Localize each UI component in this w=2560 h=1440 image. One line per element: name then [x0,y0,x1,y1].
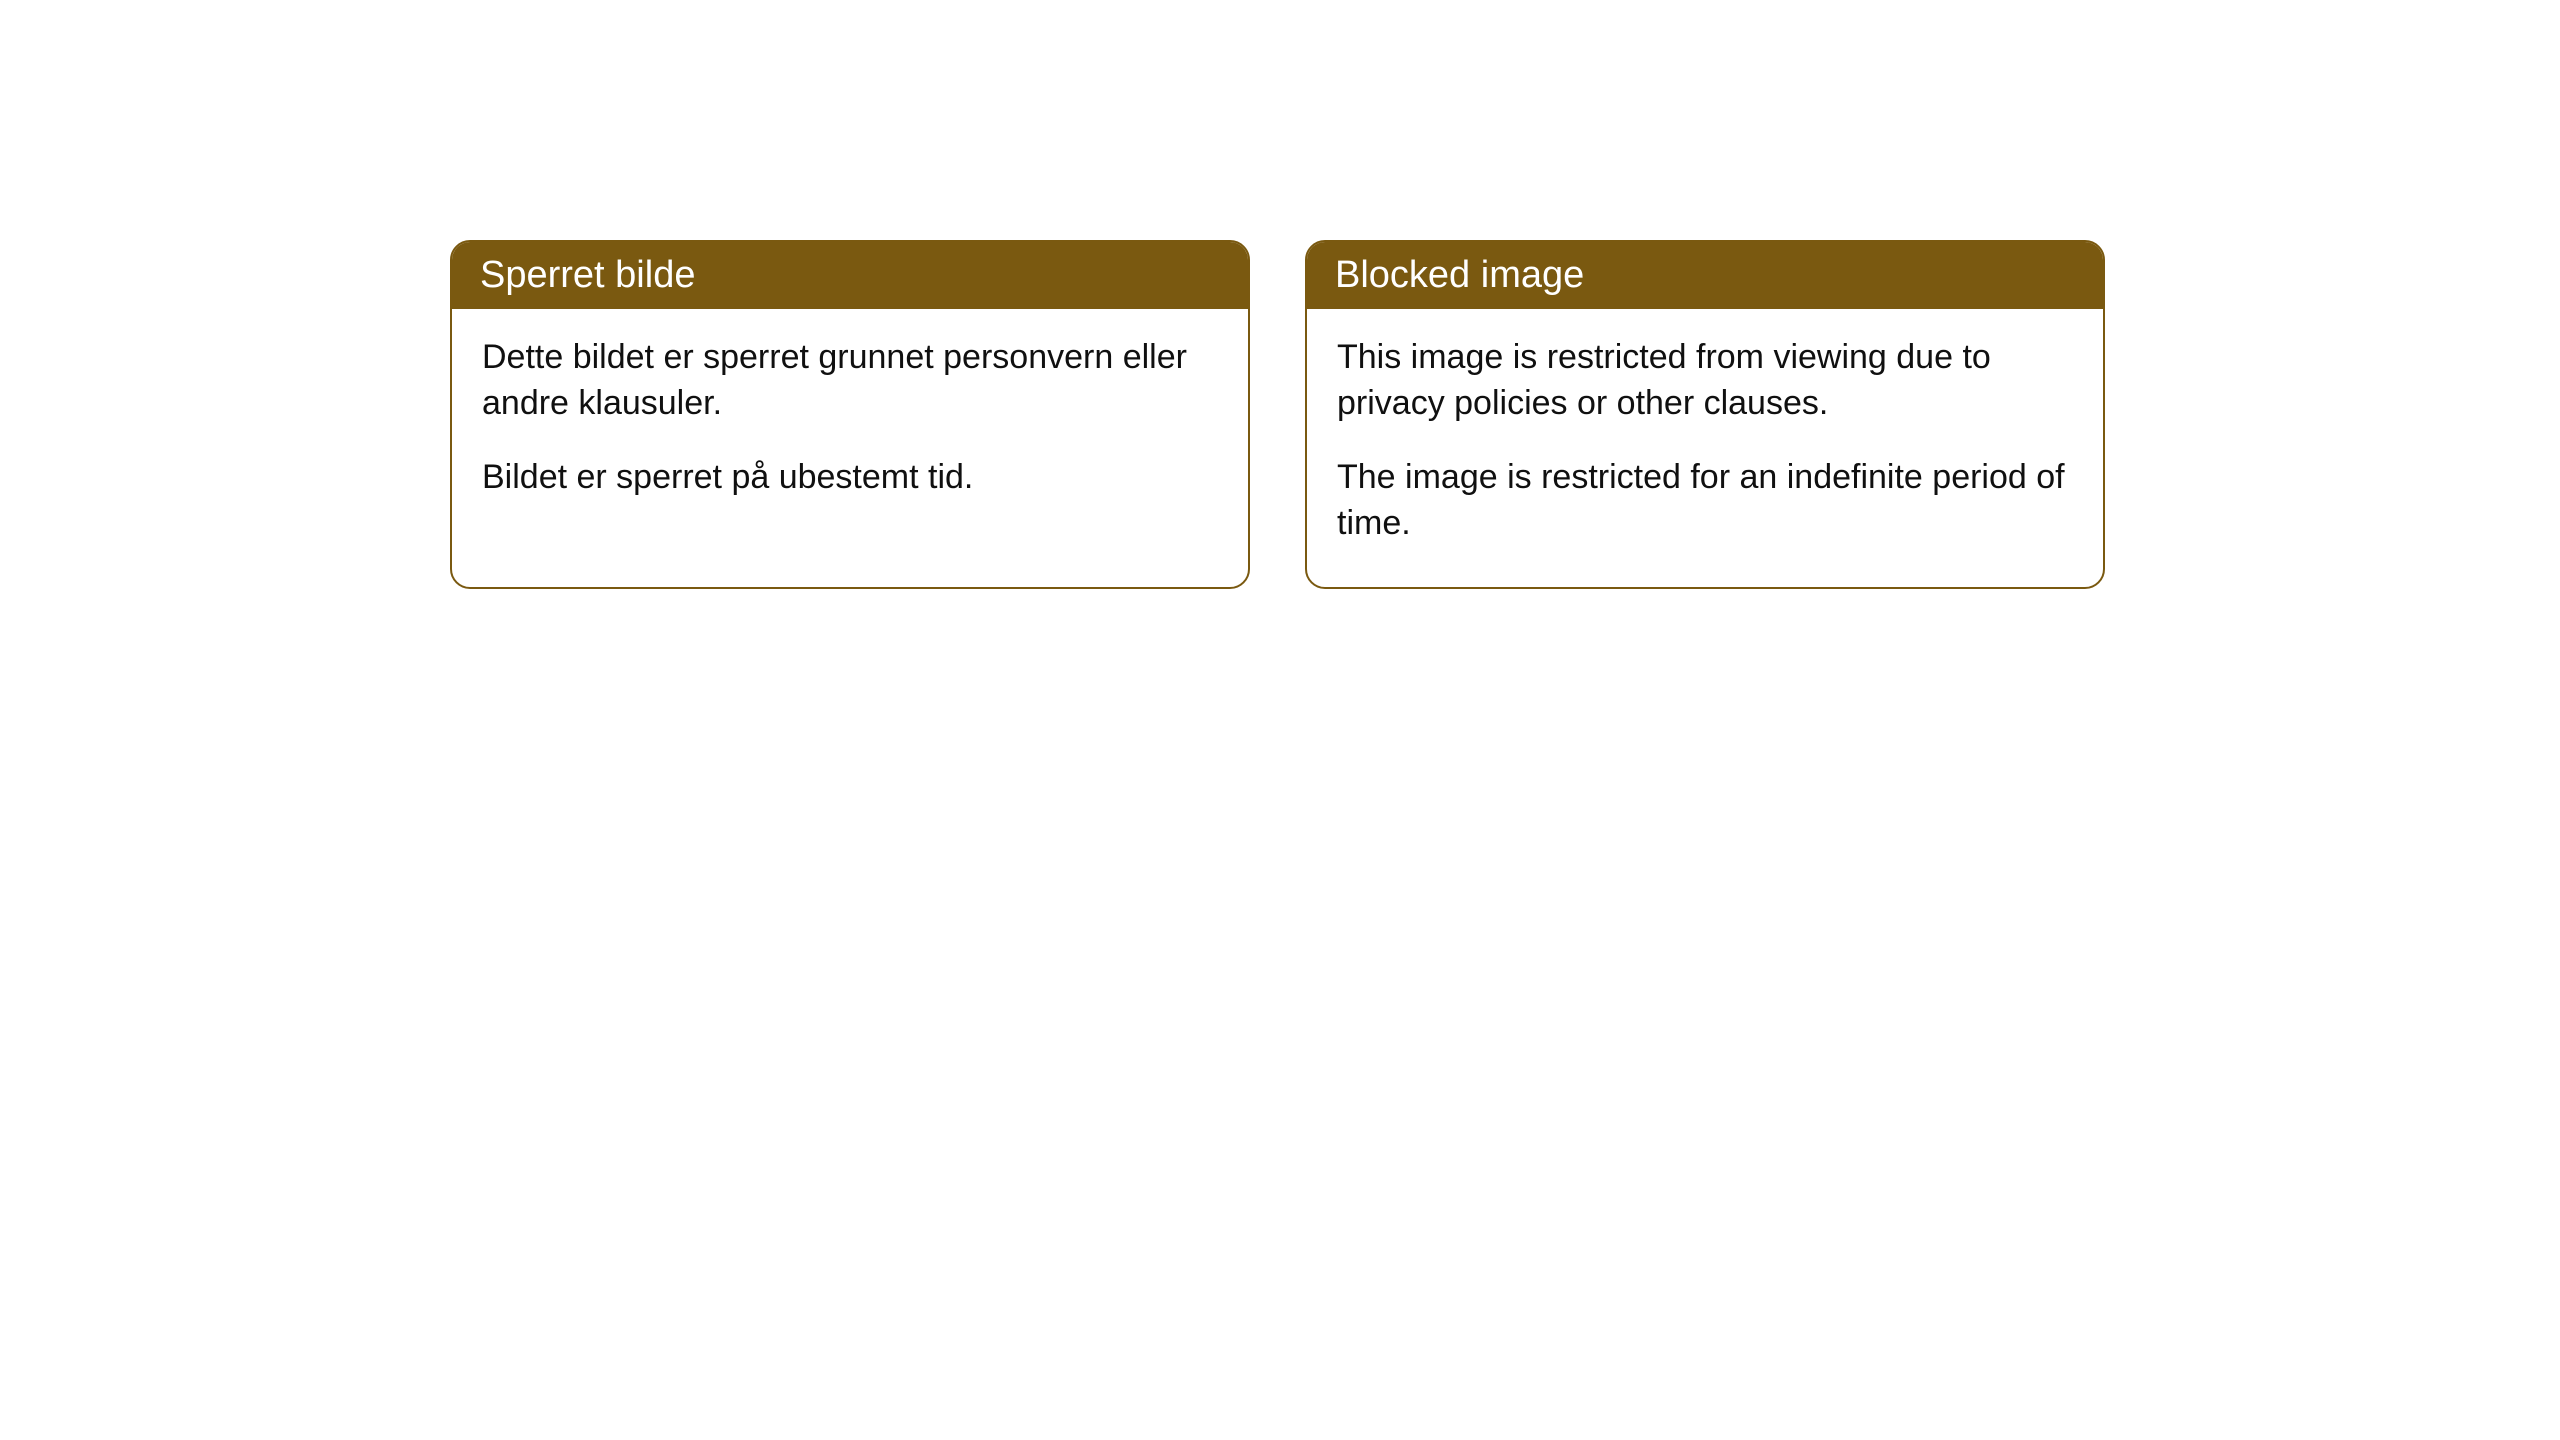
card-body: Dette bildet er sperret grunnet personve… [452,309,1248,541]
notice-card-norwegian: Sperret bilde Dette bildet er sperret gr… [450,240,1250,589]
card-paragraph: The image is restricted for an indefinit… [1337,455,2073,547]
card-paragraph: This image is restricted from viewing du… [1337,335,2073,427]
card-header: Sperret bilde [452,242,1248,309]
notice-card-english: Blocked image This image is restricted f… [1305,240,2105,589]
card-header: Blocked image [1307,242,2103,309]
card-title: Blocked image [1335,254,1584,296]
card-body: This image is restricted from viewing du… [1307,309,2103,587]
card-paragraph: Bildet er sperret på ubestemt tid. [482,455,1218,501]
card-title: Sperret bilde [480,254,695,296]
notice-cards-container: Sperret bilde Dette bildet er sperret gr… [450,240,2110,589]
card-paragraph: Dette bildet er sperret grunnet personve… [482,335,1218,427]
